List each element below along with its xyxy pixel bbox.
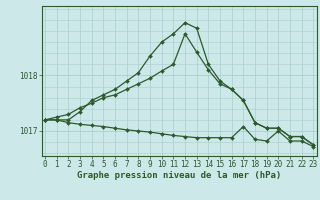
X-axis label: Graphe pression niveau de la mer (hPa): Graphe pression niveau de la mer (hPa): [77, 171, 281, 180]
